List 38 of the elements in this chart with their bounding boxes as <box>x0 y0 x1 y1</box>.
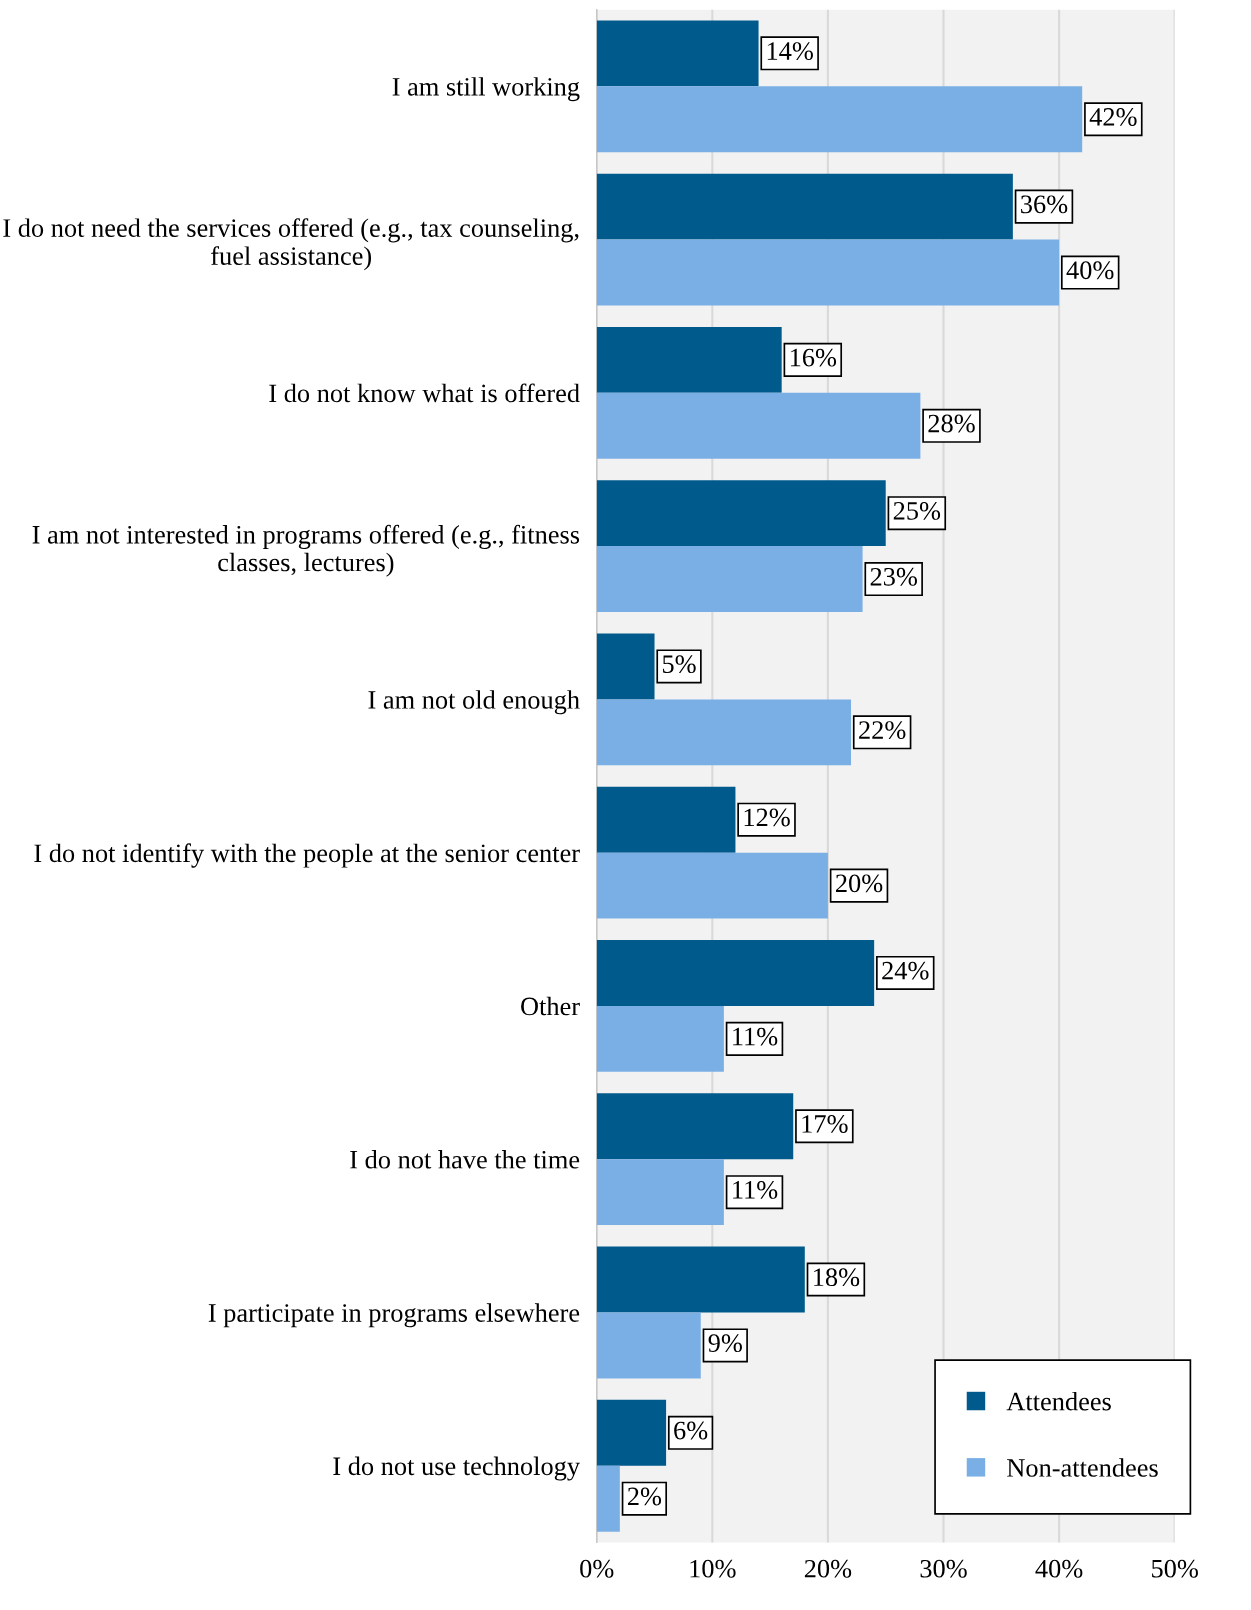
x-tick-label: 50% <box>1152 1559 1198 1578</box>
y-tick-label: I am not interested in programs offered (e.g., fitness classes, lectures) <box>32 524 580 577</box>
data-label: 12% <box>744 808 790 827</box>
data-label: 22% <box>859 721 906 740</box>
data-label: 23% <box>870 567 917 586</box>
data-label: 42% <box>1089 108 1137 126</box>
y-tick-label: I do not identify with the people at the senior center <box>34 843 580 868</box>
x-tick-label: 30% <box>920 1559 967 1578</box>
legend-label: Non-attendees <box>1007 1458 1158 1477</box>
data-label: 17% <box>802 1115 848 1133</box>
data-label: 18% <box>814 1268 860 1287</box>
y-tick-label: I participate in programs elsewhere <box>208 1303 580 1328</box>
y-tick-label: Other <box>521 996 580 1016</box>
data-label: 11% <box>733 1027 778 1046</box>
legend-label: Attendees <box>1006 1391 1111 1411</box>
data-label: 20% <box>836 874 883 893</box>
y-tick-label: I do not have the time <box>350 1150 580 1169</box>
data-label: 16% <box>790 348 837 367</box>
y-tick-label: I am still working <box>392 77 580 102</box>
data-label: 11% <box>733 1180 778 1199</box>
y-tick-label: I am not old enough <box>368 690 580 715</box>
data-label: 2% <box>627 1487 662 1506</box>
data-label: 14% <box>767 42 813 61</box>
data-label: 40% <box>1066 261 1114 280</box>
x-tick-label: 20% <box>804 1559 852 1578</box>
data-label: 28% <box>928 414 975 433</box>
y-tick-label: I do not know what is offered <box>269 383 580 403</box>
y-tick-label: I do not need the services offered (e.g., tax counseling, fuel assistance) <box>3 218 579 271</box>
x-tick-label: 10% <box>690 1559 736 1578</box>
data-label: 5% <box>662 655 696 674</box>
data-label: 6% <box>674 1421 708 1440</box>
x-tick-label: 0% <box>580 1559 614 1578</box>
data-label: 25% <box>893 501 941 520</box>
y-tick-label: I do not use technology <box>333 1456 580 1481</box>
data-label: 9% <box>708 1334 742 1353</box>
x-tick-label: 40% <box>1035 1559 1083 1578</box>
data-label: 24% <box>882 961 929 980</box>
data-label: 36% <box>1021 195 1068 214</box>
